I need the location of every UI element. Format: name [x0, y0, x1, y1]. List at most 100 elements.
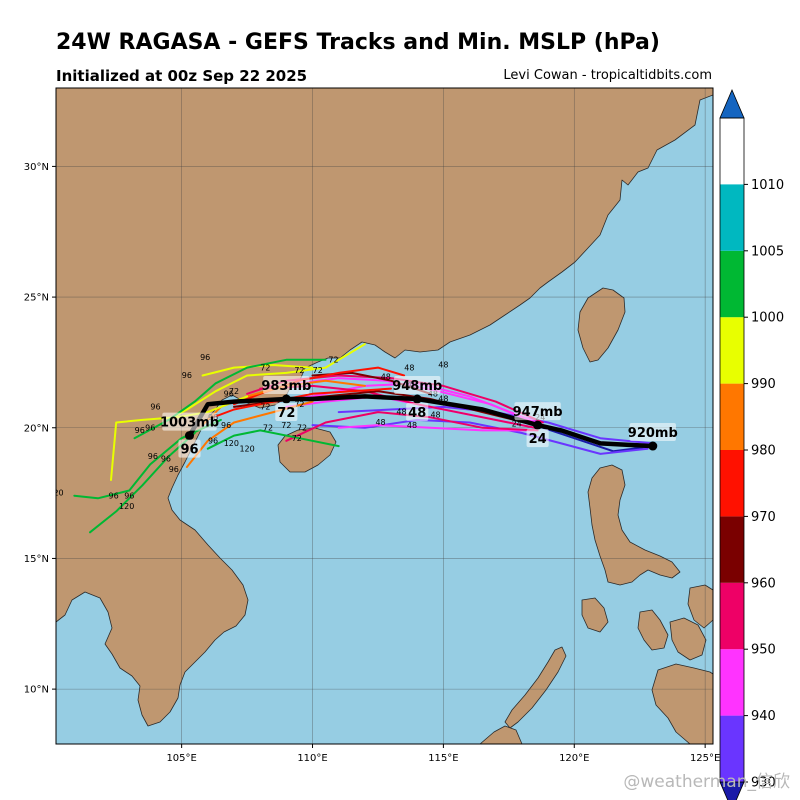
lat-tick-label: 25°N	[24, 293, 49, 304]
map-axes: 105°E 110°E 115°E 120°E 125°E 10°N 15°N 20°N 25°…	[24, 162, 721, 764]
track-hour-label: 96	[135, 426, 145, 435]
mslp-label: 947mb	[513, 405, 563, 420]
palawan-island	[504, 646, 567, 729]
mslp-label-box	[629, 423, 676, 442]
track-hour-label: 72	[294, 400, 304, 409]
colorbar-tick-label: 950	[751, 643, 776, 658]
samar-island	[687, 584, 713, 629]
borneo-north	[479, 725, 523, 744]
colorbar-band	[720, 649, 744, 716]
track-hour-label: 72	[281, 421, 291, 430]
pressure-colorbar: 930 940 950 960 970 980 990 1000 1005 1010	[719, 88, 784, 800]
mslp-label-box	[514, 402, 561, 421]
colorbar-tick-label: 940	[751, 709, 776, 724]
track-hour-label: 72	[297, 423, 307, 432]
mindanao-island	[651, 663, 713, 744]
mean-track-point	[533, 420, 543, 430]
colorbar-tick-label: 1010	[751, 178, 784, 193]
mean-track-point	[281, 394, 291, 404]
mainland-asia	[56, 88, 713, 727]
track-hour-label: 48	[381, 372, 391, 381]
lon-tick-label: 125°E	[690, 753, 720, 764]
track-hour-label: 96	[182, 371, 192, 380]
mean-hour-label: 96	[180, 443, 198, 458]
colorbar-tick-label: 1005	[751, 244, 784, 259]
track-hour-label: 72	[263, 423, 273, 432]
track-hour-label: 72	[260, 402, 270, 411]
colorbar-tick-label: 1000	[751, 311, 784, 326]
visayas-island-b	[669, 617, 707, 661]
track-hour-label: 72	[260, 363, 270, 372]
track-hour-label: 96	[108, 491, 118, 500]
colorbar-band	[720, 516, 744, 583]
track-hour-label: 48	[375, 418, 385, 427]
colorbar-tick-label: 960	[751, 576, 776, 591]
lat-tick-label: 20°N	[24, 423, 49, 434]
mean-track-line	[187, 394, 656, 449]
track-hour-label: 48	[404, 363, 414, 372]
mslp-label: 920mb	[628, 426, 678, 441]
colorbar-band	[720, 317, 744, 384]
mslp-label: 1003mb	[160, 416, 219, 431]
mslp-label: 983mb	[261, 379, 311, 394]
track-hour-label: 96	[161, 455, 171, 464]
track-hour-label: 96	[169, 465, 179, 474]
mean-hour-label-box	[526, 429, 549, 448]
mean-hour-label: 48	[408, 406, 426, 421]
track-hour-label: 96	[145, 423, 155, 432]
colorbar-band	[720, 184, 744, 251]
lat-tick-label: 15°N	[24, 554, 49, 565]
track-hour-label: 96	[200, 353, 210, 362]
track-hour-label: 48	[430, 410, 440, 419]
ensemble-track-13	[233, 366, 406, 406]
ensemble-track-6	[337, 424, 534, 432]
watermark: @weatherman_信欣	[623, 772, 790, 792]
track-hour-label: 72	[292, 434, 302, 443]
track-hour-label: 48	[407, 421, 417, 430]
track-hour-label: 72	[294, 366, 304, 375]
colorbar-band	[720, 715, 744, 782]
track-hour-label: 96	[208, 436, 218, 445]
taiwan-island	[577, 287, 626, 363]
mean-hour-label: 72	[277, 406, 295, 421]
track-hour-label: 72	[328, 355, 338, 364]
lon-tick-label: 110°E	[297, 753, 327, 764]
lon-tick-label: 105°E	[166, 753, 196, 764]
luzon-island	[587, 464, 681, 586]
ensemble-track-22	[89, 432, 196, 534]
ensemble-track-18	[110, 395, 249, 481]
track-hour-label: 48	[396, 408, 406, 417]
visayas-island-a	[637, 609, 669, 651]
track-hour-label: 96	[221, 421, 231, 430]
track-hour-label: 96	[224, 389, 234, 398]
mean-hour-label-box	[275, 403, 298, 422]
mslp-label-box	[394, 376, 441, 395]
colorbar-tick-label: 980	[751, 444, 776, 459]
ensemble-track-9	[285, 411, 539, 442]
mindoro-island	[581, 597, 609, 633]
track-hour-label: 48	[438, 361, 448, 370]
mslp-label-box	[263, 376, 310, 395]
init-time: Initialized at 00z Sep 22 2025	[56, 67, 308, 85]
track-hour-label: 72	[229, 387, 239, 396]
track-hour-label: 120	[48, 489, 63, 498]
colorbar-band	[720, 582, 744, 650]
colorbar-tick-label: 930	[751, 776, 776, 791]
mslp-label: 948mb	[392, 379, 442, 394]
lon-tick-label: 115°E	[428, 753, 458, 764]
lat-tick-label: 10°N	[24, 685, 49, 696]
ensemble-track-23	[206, 429, 340, 450]
graticule	[56, 88, 713, 744]
ensemble-track-17	[167, 343, 366, 421]
lon-tick-label: 120°E	[559, 753, 589, 764]
colorbar-max-extension	[719, 88, 745, 119]
mean-track-point	[412, 394, 422, 404]
track-hour-label: 96	[150, 402, 160, 411]
source-credit: Levi Cowan - tropicaltidbits.com	[503, 68, 712, 83]
map-title: 24W RAGASA - GEFS Tracks and Min. MSLP (…	[56, 30, 660, 55]
track-hour-label: 72	[313, 366, 323, 375]
track-hour-label: 24	[512, 419, 522, 428]
colorbar-tick-label: 970	[751, 510, 776, 525]
